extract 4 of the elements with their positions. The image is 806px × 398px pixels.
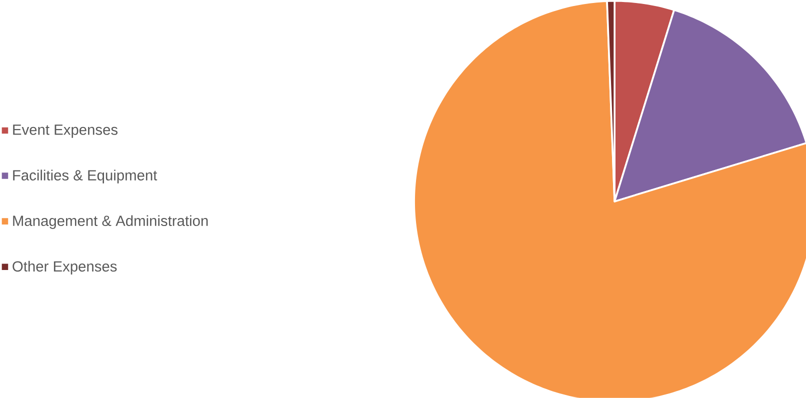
legend-label: Event Expenses: [13, 124, 118, 138]
legend-label: Facilities & Equipment: [13, 170, 158, 184]
legend-label: Other Expenses: [12, 260, 117, 275]
legend-label: Management & Administration: [13, 215, 208, 229]
